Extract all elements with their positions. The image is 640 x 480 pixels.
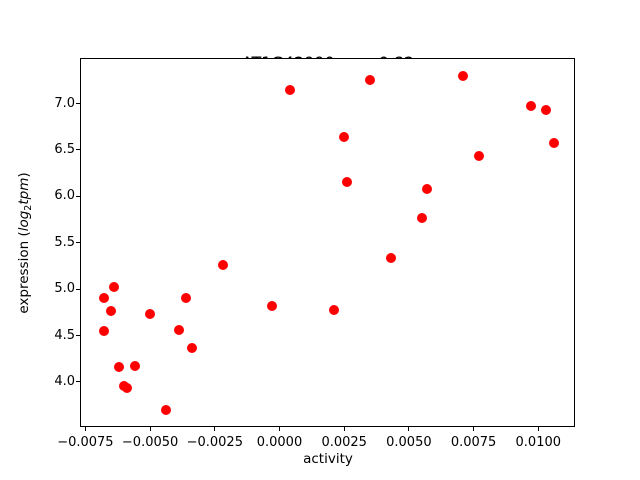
x-tick-label: 0.0000: [256, 435, 303, 450]
x-tick-label: 0.0100: [515, 435, 562, 450]
x-tick-mark: [214, 427, 216, 431]
y-axis-label-tpm: tpm: [16, 177, 32, 205]
data-point: [548, 138, 559, 149]
y-tick-label: 6.0: [54, 188, 75, 204]
x-tick-mark: [537, 427, 539, 431]
y-tick-label: 4.5: [54, 327, 75, 343]
y-tick-mark: [76, 195, 80, 197]
data-point: [114, 362, 125, 373]
data-point: [525, 101, 536, 112]
y-axis-label-subscript: 2: [23, 204, 34, 211]
data-point: [473, 151, 484, 162]
data-point: [341, 177, 352, 188]
x-tick-mark: [408, 427, 410, 431]
data-point: [217, 260, 228, 271]
x-tick-label: −0.0025: [186, 435, 243, 450]
data-point: [421, 183, 432, 194]
data-point: [284, 84, 295, 95]
data-point: [108, 282, 119, 293]
x-tick-label: 0.0075: [450, 435, 497, 450]
x-tick-mark: [84, 427, 86, 431]
y-tick-label: 4.0: [54, 373, 75, 389]
y-tick-label: 6.5: [54, 141, 75, 157]
y-tick-mark: [76, 103, 80, 105]
x-tick-mark: [343, 427, 345, 431]
data-point: [365, 75, 376, 86]
y-tick-mark: [76, 242, 80, 244]
y-tick-mark: [76, 335, 80, 337]
data-point: [385, 252, 396, 263]
data-point: [181, 292, 192, 303]
x-tick-label: 0.0025: [321, 435, 367, 450]
data-point: [541, 105, 552, 116]
data-point: [129, 361, 140, 372]
x-tick-label: −0.0075: [57, 435, 114, 450]
y-tick-mark: [76, 149, 80, 151]
y-axis-label-close: ): [16, 172, 32, 178]
y-tick-label: 7.0: [54, 95, 75, 111]
x-tick-label: −0.0050: [121, 435, 179, 450]
data-point: [458, 70, 469, 81]
data-point: [160, 404, 171, 415]
x-tick-mark: [473, 427, 475, 431]
y-axis-label-prefix: expression (: [16, 231, 32, 314]
data-point: [106, 306, 117, 317]
data-point: [266, 300, 277, 311]
data-point: [186, 342, 197, 353]
y-tick-label: 5.5: [54, 234, 75, 250]
y-tick-mark: [76, 288, 80, 290]
data-point: [145, 309, 156, 320]
x-tick-mark: [278, 427, 280, 431]
y-axis-label: expression (log2tpm): [15, 93, 34, 393]
plot-area: [80, 58, 575, 427]
y-tick-label: 5.0: [54, 281, 75, 297]
data-point: [328, 304, 339, 315]
data-point: [121, 382, 132, 393]
x-axis-label: activity: [303, 451, 353, 467]
x-tick-label: 0.0050: [386, 435, 432, 450]
data-point: [339, 131, 350, 142]
data-point: [416, 212, 427, 223]
x-tick-mark: [149, 427, 151, 431]
y-tick-mark: [76, 381, 80, 383]
y-axis-label-log: log: [16, 210, 32, 232]
data-point: [98, 325, 109, 336]
data-point: [98, 293, 109, 304]
data-point: [173, 325, 184, 335]
